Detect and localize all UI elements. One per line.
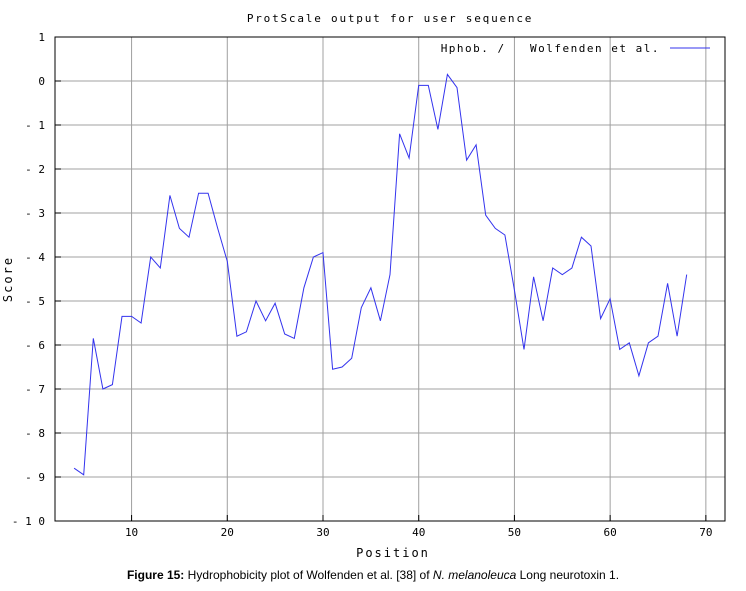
caption-label: Figure 15: (126, 568, 185, 582)
x-tick-label: 40 (412, 526, 425, 539)
y-axis-label: Score (1, 256, 15, 302)
y-tick-label: - 2 (25, 163, 45, 176)
y-tick-label: - 9 (25, 471, 45, 484)
y-tick-label: - 1 (25, 119, 45, 132)
figure-caption: Figure 15: Hydrophobicity plot of Wolfen… (0, 568, 746, 582)
x-tick-label: 60 (604, 526, 617, 539)
y-tick-label: - 7 (25, 383, 45, 396)
y-tick-label: - 4 (25, 251, 45, 264)
x-tick-label: 50 (508, 526, 521, 539)
y-tick-label: 1 (38, 31, 45, 44)
legend-label: Hphob. / Wolfenden et al. (441, 42, 660, 55)
x-axis-label: Position (356, 546, 430, 560)
y-tick-label: - 5 (25, 295, 45, 308)
legend: Hphob. / Wolfenden et al. (441, 42, 710, 55)
caption-text-end: Long neurotoxin 1. (516, 568, 620, 582)
y-tick-label: - 8 (25, 427, 45, 440)
x-tick-label: 10 (125, 526, 138, 539)
chart-title: ProtScale output for user sequence (247, 12, 533, 25)
y-tick-label: 0 (38, 75, 45, 88)
x-tick-label: 30 (316, 526, 329, 539)
x-tick-label: 20 (221, 526, 234, 539)
y-tick-label: - 6 (25, 339, 45, 352)
y-tick-label: - 3 (25, 207, 45, 220)
grid-lines (55, 37, 725, 521)
series-line (73, 73, 688, 476)
plot-area (54, 36, 726, 522)
series-layer (73, 73, 688, 476)
caption-text: Hydrophobicity plot of Wolfenden et al. … (184, 568, 433, 582)
caption-species: N. melanoleuca (432, 568, 517, 582)
y-tick-label: - 1 0 (12, 515, 45, 528)
x-tick-label: 70 (699, 526, 712, 539)
